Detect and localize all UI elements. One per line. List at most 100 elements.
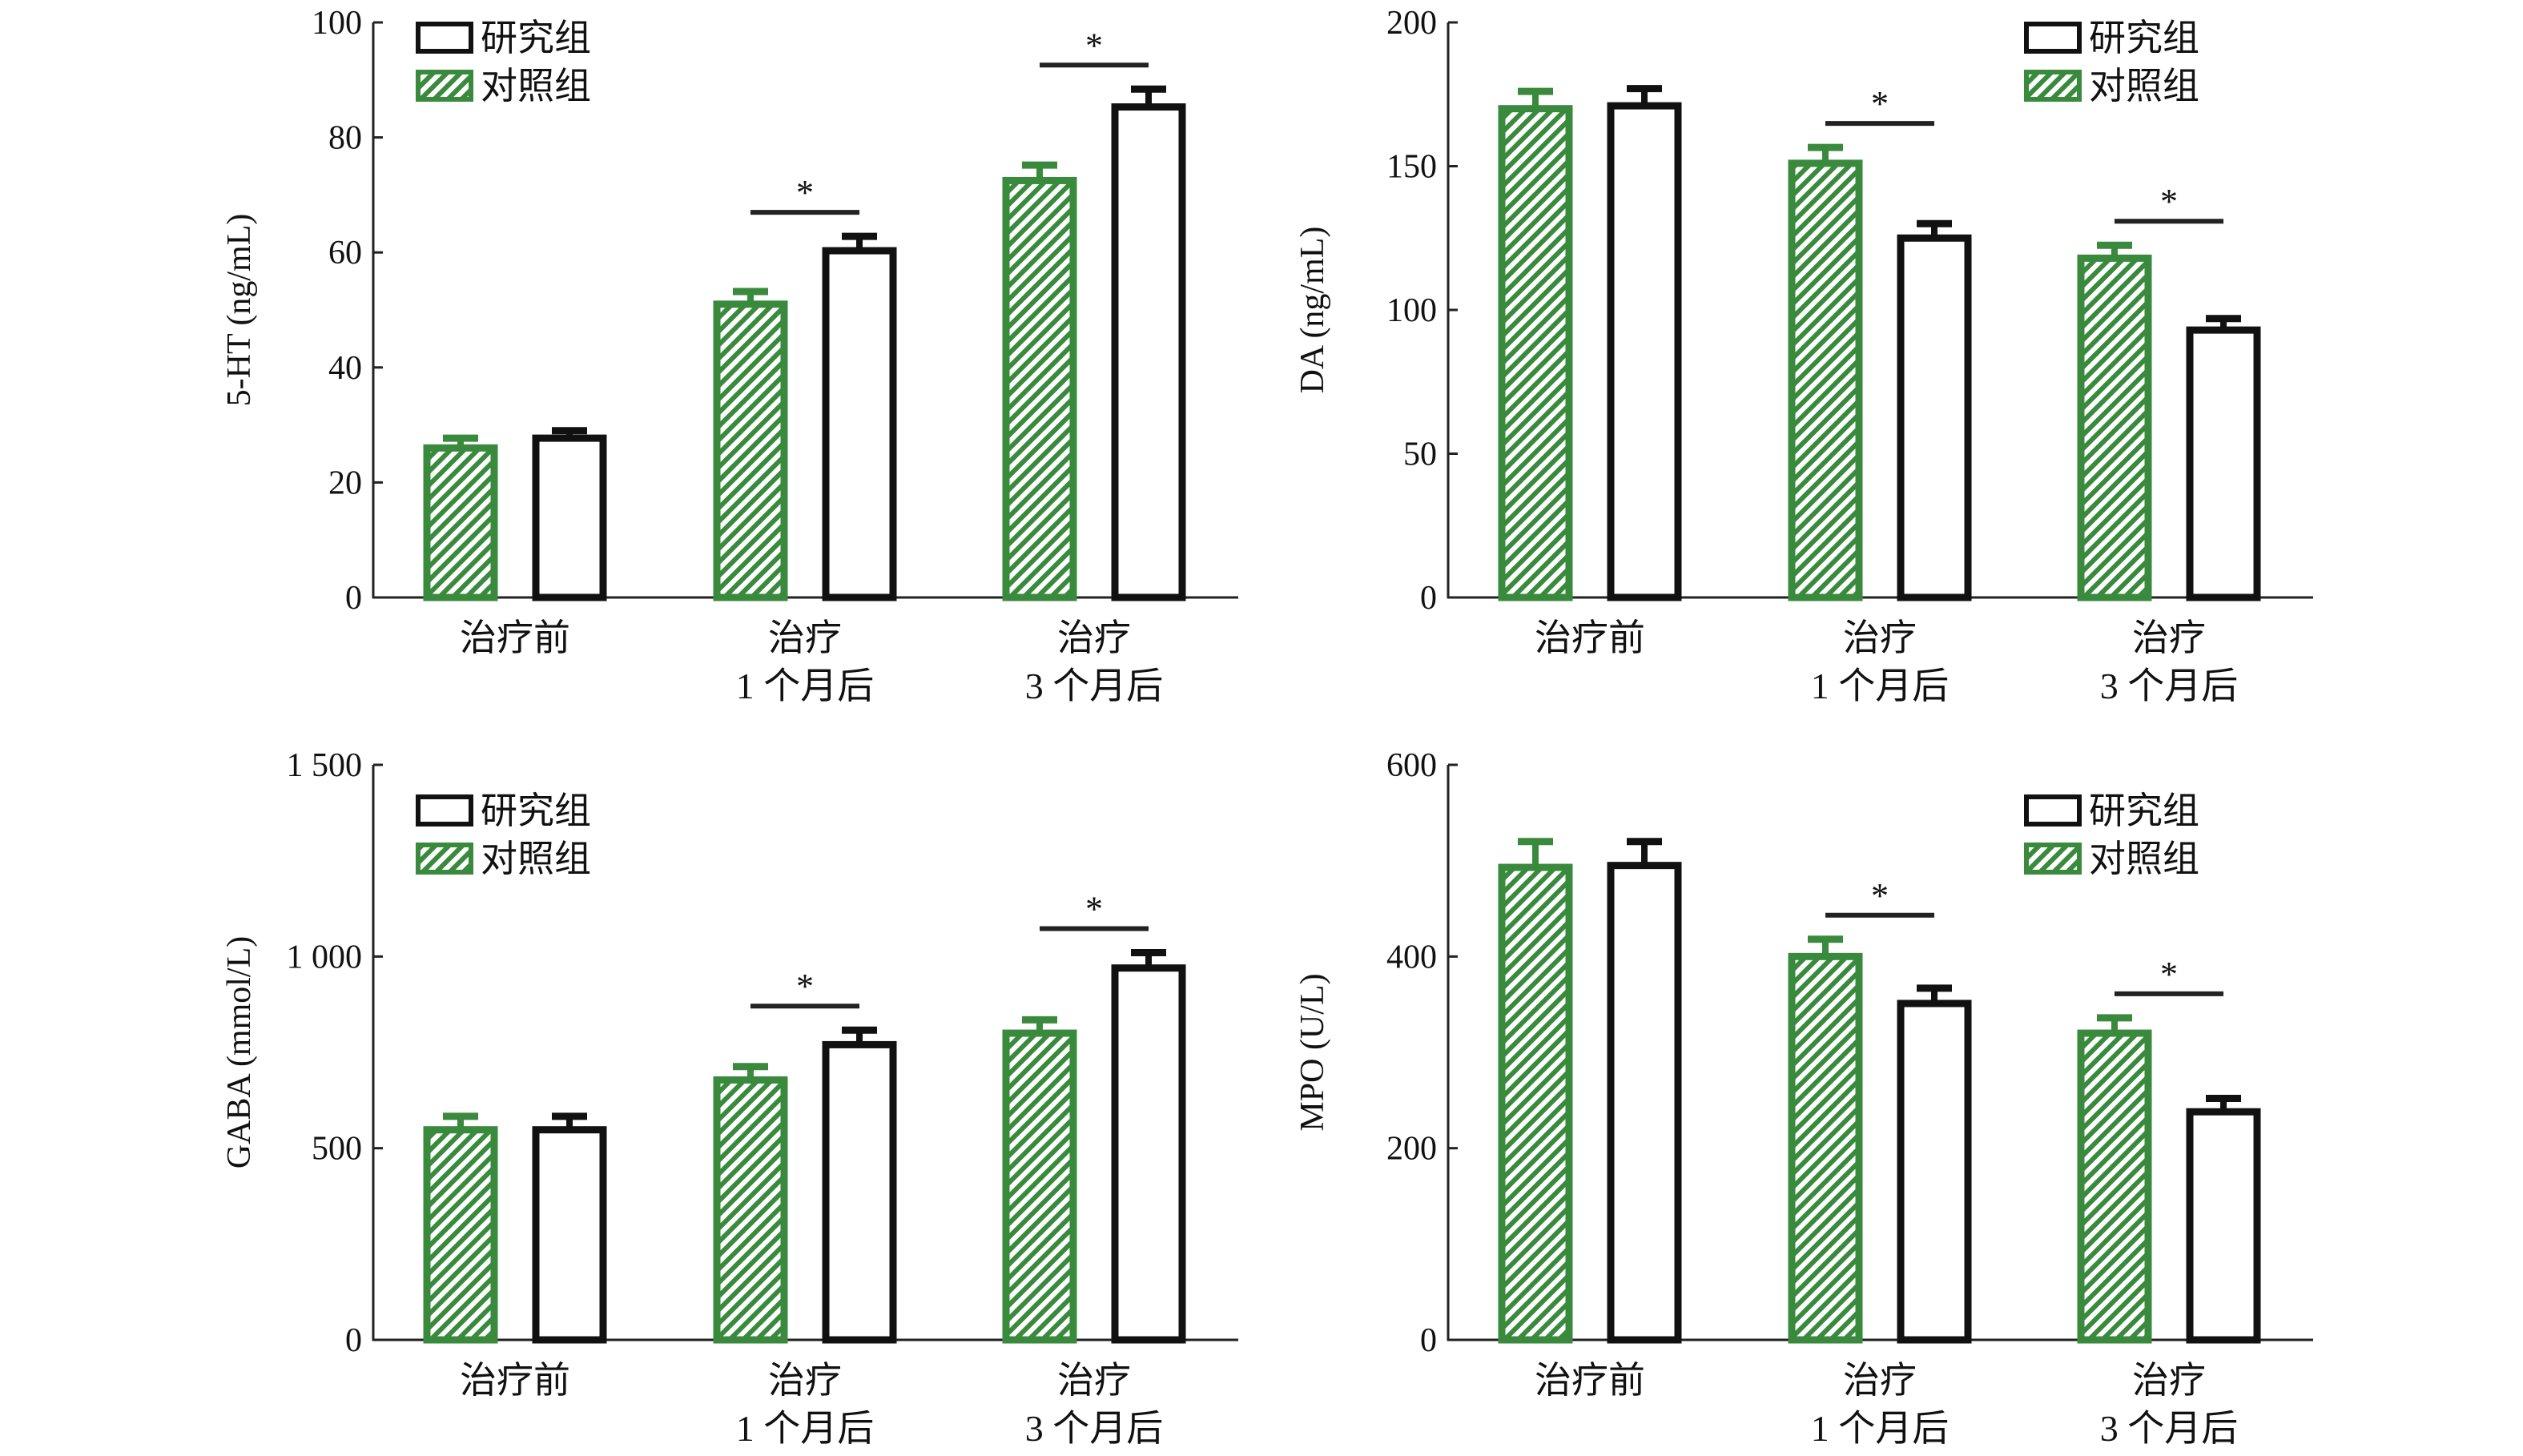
bar-control xyxy=(2077,254,2152,601)
legend-label: 研究组 xyxy=(481,18,591,58)
chart-panel-4: 0 200 400 600 MPO (U/L) 治疗前 治疗 1 个月后 治疗 3 个月后 * * 研究… xyxy=(1294,747,2313,1449)
x-tick-label: 治疗前 xyxy=(1535,617,1645,658)
y-tick-label: 40 xyxy=(328,350,362,387)
y-tick-label: 0 xyxy=(1420,1322,1437,1359)
bar-control xyxy=(1788,952,1863,1344)
bar-control xyxy=(1498,863,1573,1344)
chart-panel-2: 0 50 100 150 200 DA (ng/mL) 治疗前 治疗 1 个月后 治疗 3 个月后 *… xyxy=(1294,5,2313,706)
y-axis-label: DA (ng/mL) xyxy=(1294,227,1331,394)
bar-study xyxy=(1607,862,1682,1344)
y-tick-label: 0 xyxy=(1420,580,1437,617)
y-tick-label: 150 xyxy=(1386,149,1437,186)
y-axis-label: MPO (U/L) xyxy=(1294,973,1331,1131)
chart-panel-3: 0 500 1 000 1 500 GABA (mmol/L) 治疗前 治疗 1 个月后 治疗 3… xyxy=(221,747,1238,1449)
bar-study xyxy=(1897,234,1972,601)
y-tick-label: 400 xyxy=(1386,939,1437,975)
x-tick-label: 治疗 xyxy=(1057,1360,1131,1401)
x-tick-label: 治疗 xyxy=(768,1360,842,1401)
y-tick-label: 600 xyxy=(1386,747,1437,784)
bar-control xyxy=(423,1126,498,1344)
significance-star: * xyxy=(2160,182,2178,221)
bar-study xyxy=(2186,1108,2261,1344)
x-tick-label: 治疗 xyxy=(1843,617,1917,658)
x-tick-label: 治疗前 xyxy=(460,617,570,658)
legend-label: 对照组 xyxy=(2089,839,2199,879)
legend-label: 研究组 xyxy=(481,790,591,831)
y-axis-label: 5-HT (ng/mL) xyxy=(221,214,258,407)
significance-star: * xyxy=(796,967,814,1006)
x-tick-label: 3 个月后 xyxy=(1025,1408,1164,1449)
bar-study xyxy=(1897,999,1972,1344)
x-tick-label: 1 个月后 xyxy=(1811,666,1950,706)
x-tick-label: 1 个月后 xyxy=(1811,1408,1950,1449)
significance-star: * xyxy=(1871,876,1889,915)
y-tick-label: 200 xyxy=(1386,1131,1437,1168)
bar-study xyxy=(1111,103,1186,601)
y-tick-label: 60 xyxy=(328,235,362,271)
x-tick-label: 3 个月后 xyxy=(2100,666,2239,706)
x-tick-label: 1 个月后 xyxy=(736,666,875,706)
bar-study xyxy=(2186,326,2261,601)
bar-control xyxy=(1002,176,1077,601)
legend-swatch-study xyxy=(2024,794,2082,827)
y-tick-label: 50 xyxy=(1403,436,1437,473)
x-tick-label: 治疗 xyxy=(1843,1360,1917,1401)
legend-label: 对照组 xyxy=(2089,66,2199,107)
bar-study xyxy=(1607,102,1682,601)
legend-swatch-control xyxy=(2024,70,2082,102)
legend-swatch-study xyxy=(416,22,473,54)
significance-star: * xyxy=(2160,955,2178,994)
x-tick-label: 3 个月后 xyxy=(1025,666,1164,706)
legend-swatch-control xyxy=(2024,843,2082,875)
bar-control xyxy=(423,444,498,601)
significance-star: * xyxy=(796,173,814,212)
bar-study xyxy=(822,1040,897,1344)
y-tick-label: 1 000 xyxy=(287,939,363,975)
bar-study xyxy=(532,1126,607,1344)
bar-control xyxy=(1788,159,1863,601)
y-tick-label: 0 xyxy=(345,1322,362,1359)
bar-control xyxy=(713,300,788,601)
significance-star: * xyxy=(1871,84,1889,123)
bar-study xyxy=(822,247,897,601)
y-tick-label: 200 xyxy=(1386,5,1437,42)
y-tick-label: 80 xyxy=(328,120,362,157)
bar-control xyxy=(1002,1029,1077,1344)
legend-label: 研究组 xyxy=(2089,790,2199,831)
x-tick-label: 治疗前 xyxy=(460,1360,570,1401)
y-axis-label: GABA (mmol/L) xyxy=(221,936,258,1169)
x-tick-label: 3 个月后 xyxy=(2100,1408,2239,1449)
legend-swatch-control xyxy=(416,70,473,102)
bar-study xyxy=(1111,964,1186,1344)
y-tick-label: 20 xyxy=(328,465,362,501)
y-tick-label: 0 xyxy=(345,580,362,617)
x-tick-label: 治疗 xyxy=(768,617,842,658)
x-tick-label: 1 个月后 xyxy=(736,1408,875,1449)
legend-swatch-control xyxy=(416,843,473,875)
legend-swatch-study xyxy=(416,794,473,827)
bar-control xyxy=(1498,105,1573,601)
y-tick-label: 100 xyxy=(312,5,362,42)
legend-label: 研究组 xyxy=(2089,18,2199,58)
legend-label: 对照组 xyxy=(481,66,591,107)
x-tick-label: 治疗前 xyxy=(1535,1360,1645,1401)
significance-star: * xyxy=(1085,890,1103,929)
x-tick-label: 治疗 xyxy=(1057,617,1131,658)
x-tick-label: 治疗 xyxy=(2132,617,2206,658)
y-tick-label: 1 500 xyxy=(287,747,363,784)
bar-control xyxy=(2077,1029,2152,1344)
bar-control xyxy=(713,1076,788,1344)
x-tick-label: 治疗 xyxy=(2132,1360,2206,1401)
legend-label: 对照组 xyxy=(481,839,591,879)
y-tick-label: 500 xyxy=(312,1131,362,1168)
y-tick-label: 100 xyxy=(1386,292,1437,329)
bar-study xyxy=(532,434,607,601)
legend-swatch-study xyxy=(2024,22,2082,54)
chart-panel-1: 0 20 40 60 80 100 5-HT (ng/mL) 治疗前 治疗 1 个月后 治疗 3 个月… xyxy=(221,5,1238,706)
